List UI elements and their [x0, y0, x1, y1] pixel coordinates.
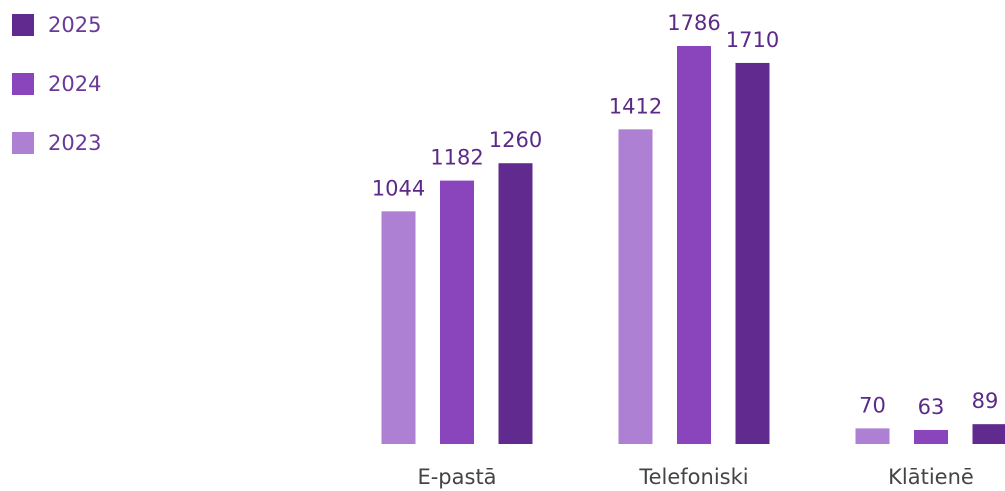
legend-swatch [12, 73, 34, 95]
value-label: 70 [859, 393, 886, 417]
value-label: 1710 [726, 28, 779, 52]
bar [618, 129, 653, 444]
x-tick-label: Telefoniski [638, 465, 748, 489]
value-label: 1412 [609, 94, 662, 118]
x-tick-label: Klātienē [888, 465, 974, 489]
value-label: 1260 [489, 128, 542, 152]
value-label: 1044 [372, 176, 425, 200]
bar [972, 424, 1005, 444]
bar [381, 211, 416, 444]
legend-swatch [12, 132, 34, 154]
bar [440, 180, 474, 445]
legend-swatch [12, 14, 34, 36]
value-label: 89 [972, 389, 999, 413]
bar [735, 62, 770, 445]
x-tick-label: E-pastā [417, 465, 496, 489]
bar [914, 429, 948, 444]
bar [855, 428, 890, 444]
bar [677, 46, 711, 444]
value-label: 1786 [667, 11, 720, 35]
legend-label: 2024 [48, 72, 101, 96]
value-label: 63 [918, 395, 945, 419]
bar [498, 163, 533, 444]
value-label: 1182 [430, 146, 483, 170]
legend-label: 2025 [48, 13, 101, 37]
legend-label: 2023 [48, 131, 101, 155]
